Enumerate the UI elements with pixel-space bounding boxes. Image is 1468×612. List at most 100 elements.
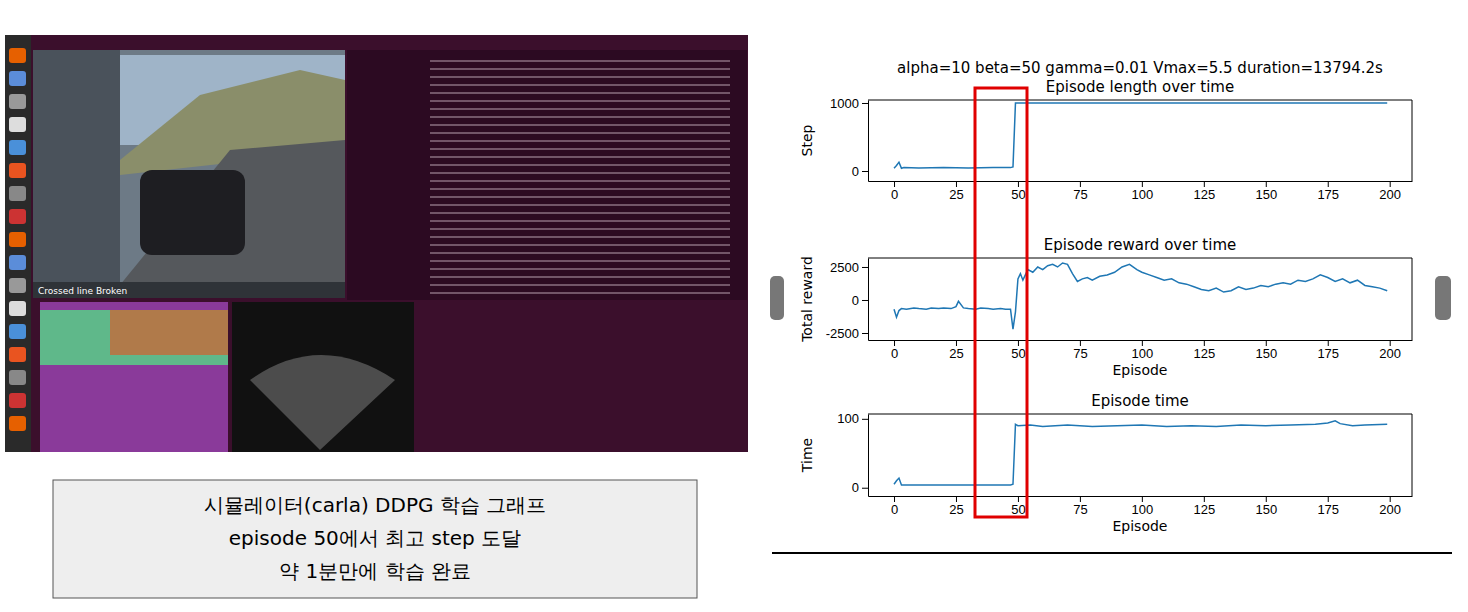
x-tick: 125 bbox=[1193, 496, 1215, 517]
x-tick: 25 bbox=[949, 181, 963, 202]
x-tick: 200 bbox=[1379, 496, 1401, 517]
terminal-line bbox=[430, 164, 730, 166]
x-tick: 50 bbox=[1011, 340, 1025, 361]
x-tick: 100 bbox=[1132, 340, 1154, 361]
terminal-line bbox=[430, 100, 730, 102]
x-tick-label: 50 bbox=[1011, 187, 1025, 202]
y-tick-mark bbox=[862, 300, 868, 301]
plot-area bbox=[894, 263, 1387, 329]
x-axis: 0255075100125150175200 bbox=[869, 496, 1413, 517]
terminal-line bbox=[430, 172, 730, 174]
x-tick-mark bbox=[956, 340, 957, 346]
x-tick: 150 bbox=[1255, 181, 1277, 202]
x-tick-label: 175 bbox=[1317, 346, 1339, 361]
terminal-line bbox=[430, 108, 730, 110]
x-tick: 0 bbox=[891, 340, 898, 361]
x-tick-label: 75 bbox=[1073, 187, 1087, 202]
dock-icon bbox=[9, 117, 26, 132]
axis-line bbox=[868, 259, 869, 341]
y-axis-title: Time bbox=[799, 438, 815, 473]
x-tick: 25 bbox=[949, 340, 963, 361]
terminal-line bbox=[430, 244, 730, 246]
terminal-line bbox=[430, 284, 730, 286]
x-tick-label: 200 bbox=[1379, 502, 1401, 517]
terminal-line bbox=[430, 132, 730, 134]
side-tab bbox=[770, 276, 784, 320]
lidar-fan bbox=[250, 355, 395, 450]
x-tick-mark bbox=[1204, 496, 1205, 502]
terminal-line bbox=[430, 196, 730, 198]
x-tick-label: 0 bbox=[891, 502, 898, 517]
terminal-line bbox=[430, 260, 730, 262]
seg-image bbox=[40, 302, 228, 452]
seg-sky bbox=[40, 310, 228, 365]
terminal-line bbox=[430, 92, 730, 94]
x-tick-label: 100 bbox=[1132, 187, 1154, 202]
terminal-line bbox=[430, 124, 730, 126]
x-tick-label: 175 bbox=[1317, 502, 1339, 517]
terminal-line bbox=[430, 212, 730, 214]
y-axis-title: Step bbox=[799, 124, 815, 156]
x-tick-label: 75 bbox=[1073, 502, 1087, 517]
desktop bbox=[5, 35, 748, 452]
y-tick-label: 0 bbox=[852, 293, 859, 308]
y-tick-mark bbox=[862, 488, 868, 489]
seg-build bbox=[110, 310, 228, 355]
x-tick-mark bbox=[894, 340, 895, 346]
plot-area bbox=[894, 421, 1387, 485]
terminal-line bbox=[430, 228, 730, 230]
frame-top bbox=[868, 414, 1412, 415]
axis-line bbox=[869, 496, 1413, 497]
y-axis-title: Total reward bbox=[799, 256, 815, 343]
y-tick: 0 bbox=[852, 164, 868, 179]
x-axis-title: Episode bbox=[1113, 518, 1168, 534]
x-tick-mark bbox=[1080, 181, 1081, 187]
figure-bg bbox=[772, 40, 1452, 553]
terminal-line bbox=[430, 268, 730, 270]
x-tick-label: 75 bbox=[1073, 346, 1087, 361]
frame-right bbox=[1412, 414, 1413, 496]
x-tick: 125 bbox=[1193, 181, 1215, 202]
y-axis: -250002500 bbox=[826, 259, 869, 341]
dock bbox=[5, 35, 31, 452]
road bbox=[120, 140, 345, 285]
plot-area bbox=[894, 103, 1387, 168]
x-tick: 200 bbox=[1379, 181, 1401, 202]
x-tick-mark bbox=[1142, 181, 1143, 187]
x-tick: 50 bbox=[1011, 181, 1025, 202]
x-tick-label: 125 bbox=[1193, 346, 1215, 361]
subplot-title: Episode length over time bbox=[1046, 78, 1234, 96]
dock-icon bbox=[9, 140, 26, 155]
y-tick-label: 1000 bbox=[830, 96, 859, 111]
figure-bottom bbox=[772, 552, 1452, 554]
y-tick: 2500 bbox=[830, 260, 868, 275]
dock-icon bbox=[9, 71, 26, 86]
highlight-box bbox=[975, 88, 1027, 517]
x-tick-label: 25 bbox=[949, 346, 963, 361]
x-tick-mark bbox=[956, 496, 957, 502]
x-tick-mark bbox=[1204, 181, 1205, 187]
x-tick: 0 bbox=[891, 181, 898, 202]
terminal-line bbox=[430, 292, 730, 294]
status-bar bbox=[33, 282, 345, 298]
dock-icon bbox=[9, 209, 26, 224]
y-axis: 0 1000 bbox=[830, 96, 868, 182]
x-tick: 200 bbox=[1379, 340, 1401, 361]
hud bbox=[33, 50, 120, 285]
car bbox=[140, 170, 245, 255]
terminal-line bbox=[430, 276, 730, 278]
dock-icon bbox=[9, 370, 26, 385]
x-tick-label: 100 bbox=[1132, 346, 1154, 361]
x-tick-mark bbox=[1080, 340, 1081, 346]
x-tick-mark bbox=[1266, 340, 1267, 346]
subplot-title: Episode reward over time bbox=[1044, 236, 1237, 254]
x-tick: 100 bbox=[1132, 496, 1154, 517]
axis-line bbox=[868, 101, 869, 182]
x-tick-label: 200 bbox=[1379, 187, 1401, 202]
subplot: Episode length over time 0 25 50 75 100 125 150… bbox=[799, 78, 1413, 202]
dock-icon bbox=[9, 255, 26, 270]
terminal-line bbox=[430, 68, 730, 70]
screenshot: Crossed line Broken bbox=[5, 35, 748, 452]
terminal-line bbox=[430, 76, 730, 78]
x-tick-mark bbox=[1204, 340, 1205, 346]
